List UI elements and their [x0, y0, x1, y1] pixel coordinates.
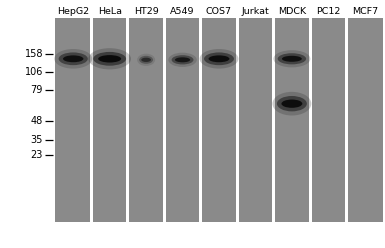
Ellipse shape [199, 49, 238, 69]
Text: MCF7: MCF7 [352, 7, 378, 16]
Bar [202, 18, 236, 222]
Bar [239, 18, 272, 222]
Text: A549: A549 [170, 7, 195, 16]
Text: MDCK: MDCK [278, 7, 306, 16]
Text: 35: 35 [31, 135, 43, 145]
Ellipse shape [172, 55, 194, 64]
Bar [55, 18, 90, 222]
Ellipse shape [282, 56, 302, 62]
Ellipse shape [273, 50, 310, 67]
Ellipse shape [88, 48, 131, 69]
Ellipse shape [209, 55, 229, 62]
Ellipse shape [278, 53, 306, 64]
Ellipse shape [137, 54, 155, 66]
Ellipse shape [141, 58, 151, 62]
Text: Jurkat: Jurkat [241, 7, 270, 16]
Bar [348, 18, 383, 222]
Text: 79: 79 [31, 85, 43, 95]
Ellipse shape [59, 52, 88, 65]
Ellipse shape [281, 99, 302, 108]
Ellipse shape [273, 92, 311, 116]
Bar [129, 18, 163, 222]
Ellipse shape [93, 52, 126, 66]
Text: HT29: HT29 [134, 7, 159, 16]
Ellipse shape [175, 57, 190, 62]
Text: 158: 158 [25, 49, 43, 59]
Ellipse shape [277, 96, 307, 111]
Ellipse shape [98, 55, 121, 62]
Bar [311, 18, 345, 222]
Text: 48: 48 [31, 116, 43, 126]
Text: COS7: COS7 [206, 7, 232, 16]
Bar [275, 18, 309, 222]
Text: HepG2: HepG2 [57, 7, 89, 16]
Ellipse shape [63, 55, 84, 62]
Ellipse shape [139, 56, 153, 64]
Text: HeLa: HeLa [98, 7, 122, 16]
Text: 23: 23 [31, 150, 43, 160]
Ellipse shape [54, 49, 92, 69]
Bar [93, 18, 126, 222]
Text: 106: 106 [25, 67, 43, 77]
Ellipse shape [204, 52, 234, 65]
Text: PC12: PC12 [316, 7, 340, 16]
Ellipse shape [168, 53, 197, 67]
Bar [166, 18, 199, 222]
